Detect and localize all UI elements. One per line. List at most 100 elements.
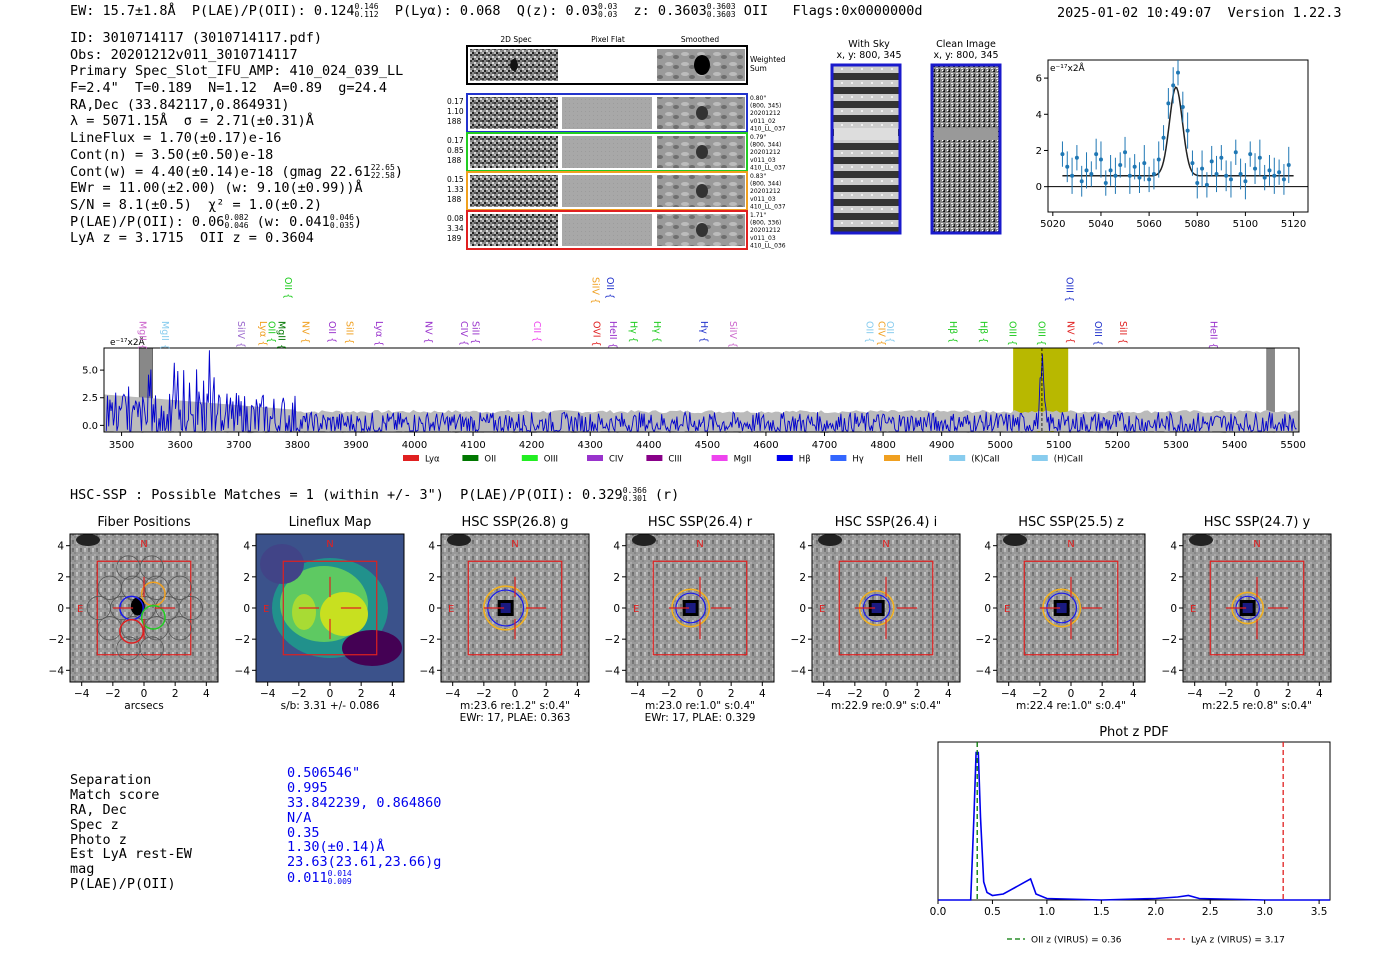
stamp-xtick-label: 4 <box>759 688 766 700</box>
zoom-data-point <box>1238 172 1243 176</box>
stamp-ytick-label: 2 <box>984 572 991 584</box>
stamp-ytick-label: 4 <box>613 541 620 553</box>
stamp-top-source <box>1003 534 1027 546</box>
full-line-marker-label: HeII { <box>607 321 618 349</box>
full-legend-swatch <box>949 455 966 461</box>
plae-upper: 0.146 <box>354 2 379 11</box>
full-line-marker: OIII { <box>1092 321 1103 346</box>
full-line-marker: Hγ { <box>651 321 662 343</box>
full-line-marker-label: MgII { <box>137 321 148 350</box>
fiber-circle <box>139 636 164 661</box>
stamp-top-source <box>632 534 656 546</box>
full-line-marker-label: OII { <box>326 321 337 343</box>
info-plae-text: P(LAE)/P(OII): 0.06 <box>70 213 225 230</box>
stamps-canvas: Fiber Positions N E −4 −4 −2 −2 0 0 2 2 4 4 arcsecs Li… <box>49 515 1332 724</box>
stamp-ytick-label: −4 <box>791 665 807 677</box>
match-value-specz: N/A <box>287 809 312 826</box>
full-legend-swatch <box>587 455 603 461</box>
cutout-right-value: v011_03 <box>750 235 776 242</box>
stamp-source-core <box>1056 603 1067 613</box>
zoom-data-point <box>1156 157 1161 162</box>
full-plot-frame <box>103 347 1300 433</box>
stamp-xtick-label: −2 <box>291 688 306 700</box>
full-line-marker-label: HeII { <box>1208 321 1219 349</box>
gmag-lower: 22.58 <box>370 170 395 180</box>
full-xtick-label: 3700 <box>226 440 251 451</box>
header-plya-q: P(Lyα): 0.068 Q(z): 0.03 <box>378 3 599 19</box>
zoom-data-point <box>1127 173 1132 178</box>
photz-xtick-label: 2.0 <box>1147 906 1164 918</box>
cutout-right-value: 20201212 <box>750 110 781 117</box>
full-line-marker: SiIV { <box>590 277 601 304</box>
zoom-data-point <box>1137 175 1142 180</box>
stamp-xtick-label: 2 <box>543 688 550 700</box>
cutout-pixelflat <box>562 136 652 168</box>
lineflux-map <box>256 534 404 682</box>
full-spectrum-chart: e⁻¹⁷x2Å 0.0 2.5 5.0 3500 3600 3700 3800 3900 4000… <box>82 277 1306 465</box>
stamp-xtick-label: −4 <box>630 688 646 700</box>
fiber-cutouts: 2D Spec Pixel Flat Smoothed Weighted Sum… <box>447 35 786 250</box>
zoom-data-point <box>1262 175 1267 180</box>
z-range: 0.3603 0.3603 <box>707 3 736 19</box>
full-line-marker-label: SiIV { <box>727 321 738 348</box>
zoom-data-point <box>1065 164 1070 169</box>
cutout-left-value: 0.08 <box>447 214 464 223</box>
stamp-source-core <box>685 603 696 613</box>
full-line-marker: MgII { <box>276 321 287 350</box>
zoom-data-point <box>1151 172 1156 176</box>
match-value-plae: 0.011 0.014 0.009 <box>287 870 441 887</box>
full-line-marker: HeII { <box>1208 321 1219 349</box>
cutout-right-value: 0.80" <box>750 95 766 102</box>
full-line-marker-label: SiIV { <box>590 277 601 304</box>
match-values: 0.506546" 0.995 33.842239, 0.864860 N/A … <box>287 766 441 887</box>
col-title-smoothed: Smoothed <box>681 35 720 44</box>
q-range: 0.03 0.03 <box>598 3 617 19</box>
full-xtick-label: 5000 <box>988 440 1013 451</box>
zoom-data-point <box>1277 170 1282 175</box>
full-line-marker-label: Hγ { <box>651 321 662 343</box>
info-obs: Obs: 20201212v011_3010714117 <box>70 46 298 63</box>
stamp-xtick-label: 0 <box>141 688 148 700</box>
cutout-smoothed-source <box>696 223 708 237</box>
stamp-image <box>1183 534 1331 682</box>
zoom-xtick-label: 5040 <box>1088 219 1113 230</box>
full-legend-swatch <box>403 455 419 461</box>
photz-pdf-chart: Phot z PDF 0.0 0.5 1.0 1.5 2.0 2.5 3.0 3.5 OII z … <box>930 725 1331 946</box>
match-value-plae-text: 0.011 <box>287 870 328 887</box>
full-legend-label: (H)CaII <box>1054 455 1083 465</box>
zoom-data-point <box>1253 166 1258 171</box>
stamp-north-label: N <box>882 539 889 550</box>
info-cont-n: Cont(n) = 3.50(±0.50)e-18 <box>70 146 274 163</box>
stamp-ytick-label: −4 <box>605 665 621 677</box>
full-line-marker: HeII { <box>607 321 618 349</box>
stamp-east-label: E <box>819 604 825 615</box>
full-line-marker: SiII { <box>1117 321 1128 344</box>
info-primary-slot: Primary Spec_Slot_IFU_AMP: 410_024_039_L… <box>70 63 404 80</box>
photz-xtick-label: 3.0 <box>1256 906 1273 918</box>
full-line-marker-label: OIII { <box>1064 277 1075 302</box>
cutout-left-value: 188 <box>447 117 462 126</box>
photz-title: Phot z PDF <box>1099 725 1169 740</box>
stamp-xtick-label: −2 <box>661 688 676 700</box>
zoom-data-point <box>1228 177 1233 182</box>
stamp-xtick-label: 4 <box>203 688 210 700</box>
full-xtick-label: 4700 <box>812 440 837 451</box>
full-line-marker: SiII { <box>344 321 355 344</box>
zoom-data-point <box>1142 161 1147 166</box>
hsc-summary: HSC-SSP : Possible Matches = 1 (within +… <box>70 487 679 504</box>
zoom-data-point <box>1248 152 1253 157</box>
cutout-2dspec <box>470 136 558 168</box>
photz-xtick-label: 1.5 <box>1093 906 1110 918</box>
full-line-marker-label: SiIV { <box>235 321 246 348</box>
cutout-left-value: 0.85 <box>447 146 464 155</box>
match-label-specz: Spec z <box>70 816 119 833</box>
zoom-data-point <box>1171 83 1176 88</box>
info-ewr: EWr = 11.00(±2.00) (w: 9.10(±0.99))Å <box>70 180 363 197</box>
zoom-xtick-label: 5080 <box>1185 219 1210 230</box>
full-xtick-label: 3900 <box>343 440 368 451</box>
match-label-plae: P(LAE)/P(OII) <box>70 876 176 893</box>
stamp-xtick-label: 4 <box>1130 688 1137 700</box>
full-line-marker-label: OII { <box>604 277 615 299</box>
full-ytick-label: 5.0 <box>82 366 98 377</box>
weighted-sum-label: Weighted <box>750 55 786 64</box>
